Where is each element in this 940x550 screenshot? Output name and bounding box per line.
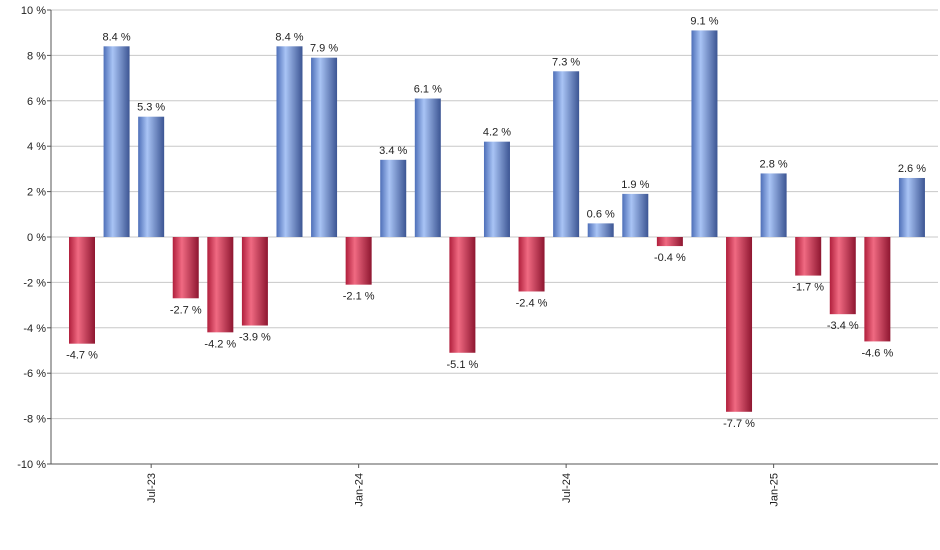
y-tick-label: -8 % <box>23 414 46 426</box>
bar <box>69 237 95 344</box>
data-label: 2.8 % <box>760 158 788 170</box>
bar <box>726 237 753 412</box>
data-label: 5.3 % <box>137 102 165 114</box>
data-label: 2.6 % <box>898 163 926 175</box>
x-axis: Jul-23 Jan-24 Jul-24 Jan-25 <box>146 464 781 507</box>
data-label: 7.9 % <box>310 43 338 55</box>
y-tick-label: 2 % <box>27 187 46 199</box>
bar <box>483 141 510 237</box>
bar <box>345 237 372 285</box>
data-label: -0.4 % <box>654 252 686 264</box>
bar <box>829 237 856 315</box>
bar <box>656 237 683 247</box>
bar <box>172 237 199 299</box>
bar <box>311 57 338 237</box>
bar <box>414 98 441 237</box>
bar <box>380 159 407 237</box>
data-label: 6.1 % <box>414 84 442 96</box>
bar <box>276 46 303 237</box>
y-tick-label: -6 % <box>23 368 46 380</box>
bar <box>553 71 580 237</box>
bar <box>587 223 614 237</box>
data-label: -2.1 % <box>343 291 375 303</box>
bars <box>69 30 925 412</box>
y-tick-label: 8 % <box>27 50 46 62</box>
data-label: 9.1 % <box>690 15 718 27</box>
data-label: -2.4 % <box>516 297 548 309</box>
bar <box>103 46 130 237</box>
bar <box>691 30 718 238</box>
bar <box>864 237 891 342</box>
y-tick-label: 4 % <box>27 141 46 153</box>
y-tick-label: -10 % <box>17 459 46 471</box>
data-labels: -4.7 % 8.4 % 5.3 % -2.7 % -4.2 %-3.9 % 8.4 % 7… <box>66 15 926 429</box>
data-label: 8.4 % <box>103 31 131 43</box>
bar <box>622 193 649 237</box>
data-label: 4.2 % <box>483 127 511 139</box>
data-label: -5.1 % <box>446 359 478 371</box>
bar <box>241 237 268 326</box>
data-label: 0.6 % <box>587 208 615 220</box>
data-label: -2.7 % <box>170 304 202 316</box>
data-label: 1.9 % <box>621 179 649 191</box>
data-label: 7.3 % <box>552 56 580 68</box>
bar <box>795 237 822 276</box>
y-tick-label: -2 % <box>23 277 46 289</box>
y-tick-label: 6 % <box>27 96 46 108</box>
bar <box>518 237 545 292</box>
y-tick-label: 0 % <box>27 232 46 244</box>
bar <box>760 173 787 237</box>
data-label: 8.4 % <box>275 31 303 43</box>
data-label: 3.4 % <box>379 145 407 157</box>
x-tick-label: Jan-25 <box>769 473 781 507</box>
y-tick-label: -4 % <box>23 323 46 335</box>
data-label: -1.7 % <box>792 282 824 294</box>
data-label: -3.9 % <box>239 332 271 344</box>
x-tick-label: Jul-23 <box>146 473 158 503</box>
data-label: -4.6 % <box>861 347 893 359</box>
x-tick-label: Jan-24 <box>354 473 366 507</box>
bar <box>898 177 925 237</box>
data-label: -7.7 % <box>723 418 755 430</box>
y-axis: -10 % -8 % -6 % -4 % -2 % 0 % 2 % 4 % 6 % 8 % 10 % <box>17 5 938 471</box>
data-label: -3.4 % <box>827 320 859 332</box>
x-tick-label: Jul-24 <box>561 473 573 503</box>
data-label: -4.7 % <box>66 350 98 362</box>
bar <box>449 237 476 353</box>
y-tick-label: 10 % <box>21 5 46 17</box>
data-label: -4.2 % <box>204 338 236 350</box>
bar <box>138 116 165 237</box>
bar <box>207 237 234 333</box>
